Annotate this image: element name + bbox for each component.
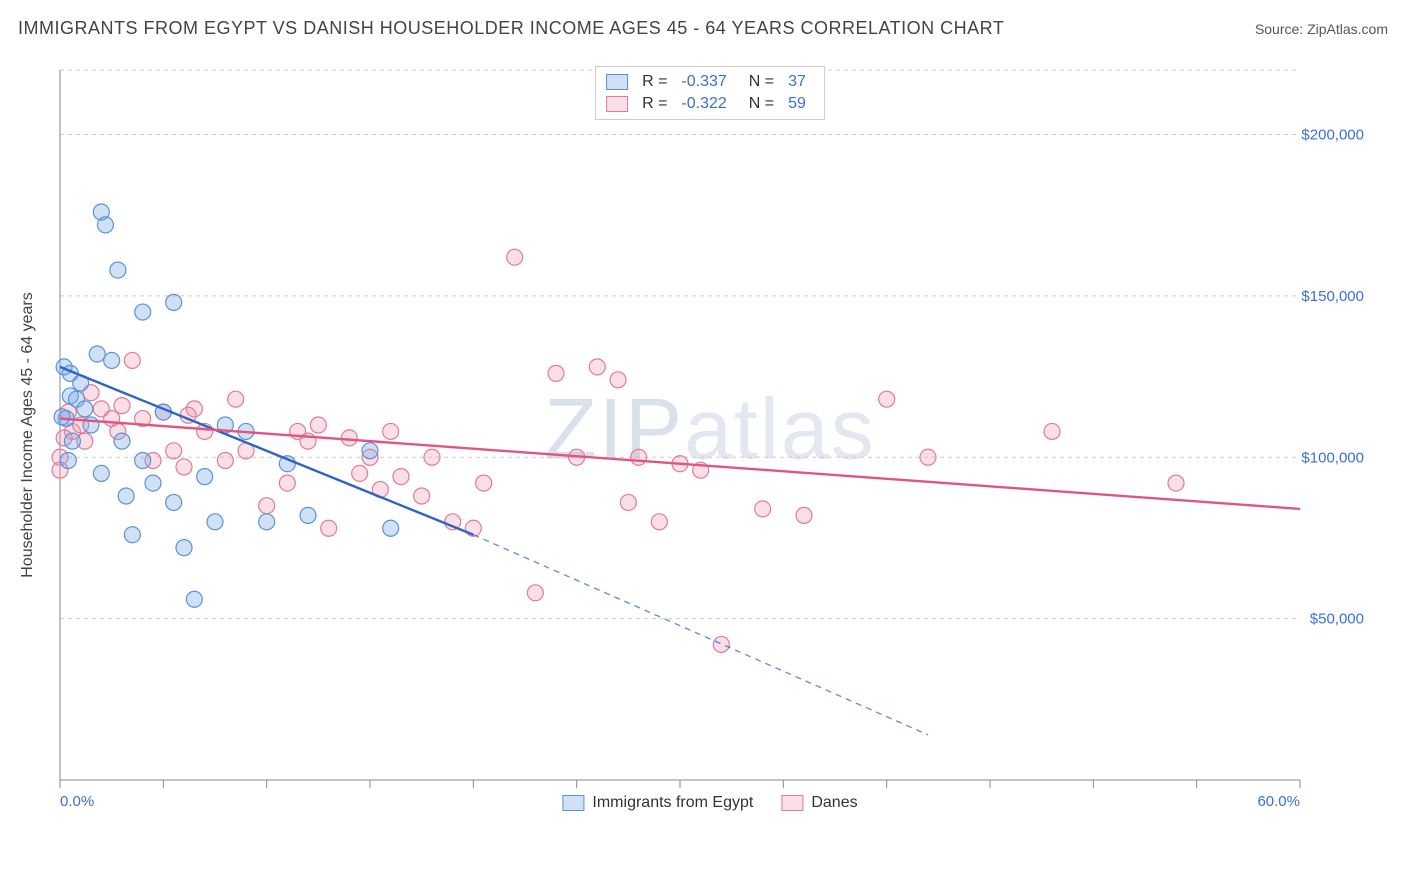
svg-text:60.0%: 60.0%: [1257, 793, 1300, 810]
legend-r-label: R =: [642, 95, 667, 113]
scatter-plot: $50,000 $100,000 $150,000 $200,000 0.0% 60.0%: [50, 60, 1370, 810]
source-attribution: Source: ZipAtlas.com: [1255, 21, 1388, 37]
legend-n-label: N =: [749, 95, 774, 113]
y-axis-label: Householder Income Ages 45 - 64 years: [19, 292, 37, 578]
legend-swatch-egypt: [562, 795, 584, 811]
legend-swatch-danes: [606, 96, 628, 112]
svg-text:0.0%: 0.0%: [60, 793, 94, 810]
legend-label-egypt: Immigrants from Egypt: [592, 794, 753, 812]
svg-text:$100,000: $100,000: [1301, 449, 1364, 466]
legend-swatch-egypt: [606, 74, 628, 90]
legend-stats-box: R = -0.337 N = 37 R = -0.322 N = 59: [595, 66, 825, 120]
legend-label-danes: Danes: [811, 794, 857, 812]
svg-text:$200,000: $200,000: [1301, 127, 1364, 144]
source-name: ZipAtlas.com: [1307, 21, 1388, 37]
legend-n-label: N =: [749, 73, 774, 91]
title-bar: IMMIGRANTS FROM EGYPT VS DANISH HOUSEHOL…: [18, 18, 1388, 39]
legend-stats-row-danes: R = -0.322 N = 59: [606, 93, 814, 115]
source-label: Source:: [1255, 21, 1307, 37]
chart-area: Householder Income Ages 45 - 64 years ZI…: [50, 60, 1370, 810]
legend-swatch-danes: [781, 795, 803, 811]
legend-n-egypt: 37: [788, 73, 806, 91]
chart-title: IMMIGRANTS FROM EGYPT VS DANISH HOUSEHOL…: [18, 18, 1004, 39]
legend-item-danes: Danes: [781, 794, 857, 812]
svg-text:$50,000: $50,000: [1310, 611, 1364, 628]
legend-item-egypt: Immigrants from Egypt: [562, 794, 753, 812]
svg-text:$150,000: $150,000: [1301, 288, 1364, 305]
legend-r-label: R =: [642, 73, 667, 91]
legend-n-danes: 59: [788, 95, 806, 113]
legend-r-egypt: -0.337: [681, 73, 726, 91]
legend-series: Immigrants from Egypt Danes: [562, 794, 857, 812]
legend-r-danes: -0.322: [681, 95, 726, 113]
legend-stats-row-egypt: R = -0.337 N = 37: [606, 71, 814, 93]
